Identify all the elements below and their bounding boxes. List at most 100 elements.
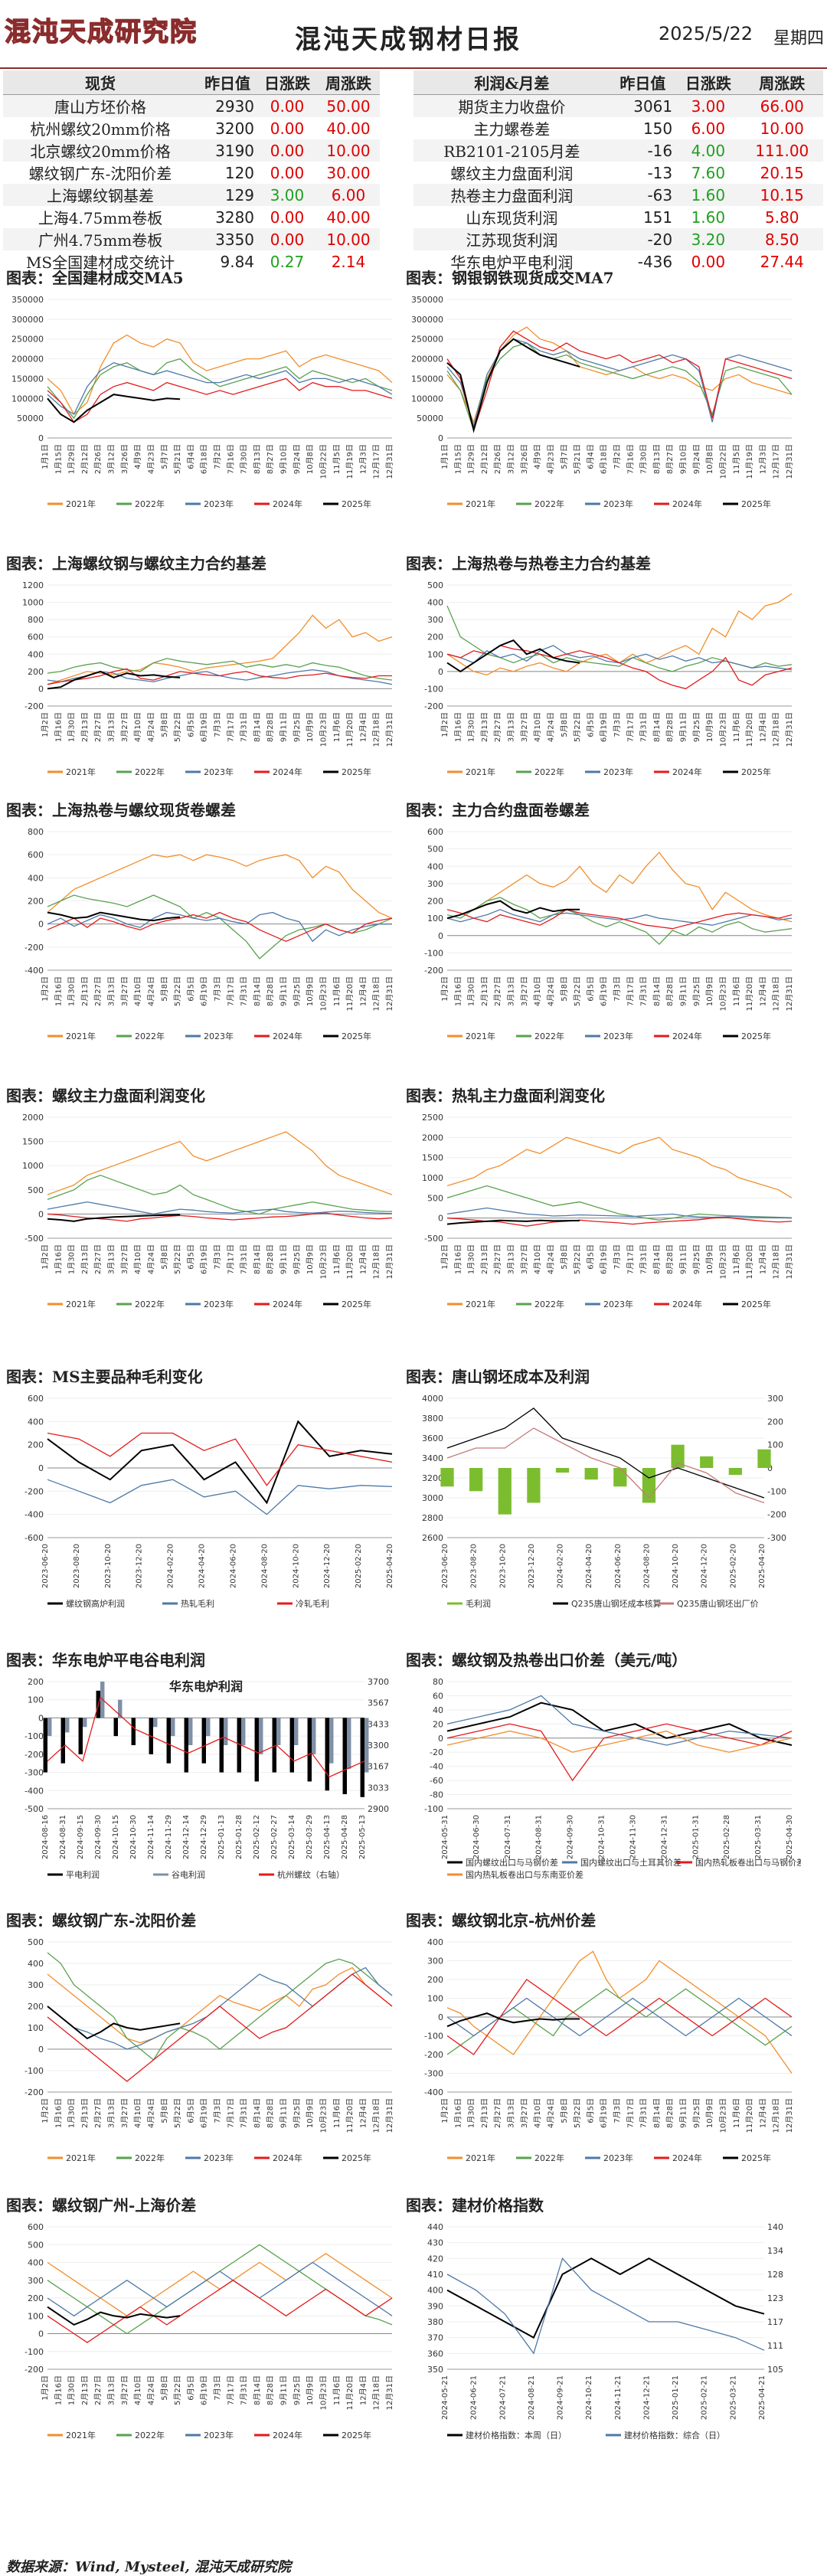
daily-change: 3.00 <box>675 94 741 117</box>
bar-mark <box>469 1468 483 1492</box>
x-tick-label: 11月5日 <box>732 444 741 474</box>
legend-label: 2023年 <box>204 499 234 509</box>
x-tick-label: 3月27日 <box>120 2375 129 2405</box>
chart-svg: 260028003000320034003600380040002023-06-… <box>422 1394 786 1609</box>
y-tick-label: 300000 <box>411 315 443 325</box>
x-tick-label: 12月18日 <box>372 712 381 747</box>
chart-svg: -500 0 500 1000 1500 2000 2500 1月2日 1月16日 1月30日 2月… <box>422 1113 794 1309</box>
series-line <box>446 342 793 432</box>
y-tick-label: 80 <box>433 1677 443 1687</box>
x-tick-label: 10月23日 <box>319 712 328 747</box>
legend-label: 2023年 <box>204 767 234 777</box>
chart-svg: -400 -300 -200 -100 0 100 200 300 400 1月2日 1月16日 1月… <box>424 1937 794 2163</box>
series-line <box>47 1966 393 2050</box>
y-tick-label: -200 <box>25 1486 44 1496</box>
chart-title: 图表：螺纹钢及热卷出口价差（美元/吨） <box>406 1651 688 1669</box>
x-tick-label: 3月12日 <box>507 444 516 474</box>
y2-tick-label: 0 <box>767 1463 773 1473</box>
x-tick-label: 9月10日 <box>679 444 688 474</box>
x-tick-label: 1月16日 <box>453 976 463 1006</box>
x-tick-label: 1月2日 <box>41 976 50 1002</box>
legend-label: 冷轧毛利 <box>296 1598 329 1609</box>
x-tick-label: 6月19日 <box>600 976 609 1006</box>
x-tick-label: 5月21日 <box>173 444 182 474</box>
y2-tick-label: 2900 <box>368 1804 389 1814</box>
chart-panel: 图表：MS主要品种毛利变化 -600 -400 -200 0 200 400 600 2023-… <box>3 1363 401 1623</box>
chart-svg: 0 50000 100000 150000 200000 250000 300000 3500… <box>411 295 794 509</box>
table-header-2: 日涨跌 <box>675 70 741 95</box>
x-tick-label: 2月13日 <box>80 2375 90 2405</box>
x-tick-label: 2024-08-31 <box>535 1815 544 1859</box>
y2-tick-label: 3567 <box>368 1698 389 1708</box>
chart-svg: -200 -100 0 100 200 300 400 500 1月2日 1月16日 1月30日 2月… <box>424 580 794 777</box>
x-tick-label: 7月30日 <box>639 444 649 474</box>
weekly-change: 6.00 <box>316 184 380 206</box>
series-line <box>47 2280 393 2343</box>
daily-change: 0.00 <box>257 228 317 250</box>
x-tick-label: 12月18日 <box>372 2375 381 2410</box>
legend-label: 2023年 <box>603 1299 633 1309</box>
x-tick-label: 12月31日 <box>785 2098 794 2133</box>
x-tick-label: 2025-02-12 <box>253 1815 261 1859</box>
y-tick-label: 0 <box>438 667 443 677</box>
x-tick-label: 1月16日 <box>453 1244 463 1274</box>
y-tick-label: -80 <box>430 1790 443 1800</box>
x-tick-label: 8月14日 <box>253 976 262 1006</box>
x-tick-label: 9月11日 <box>679 976 688 1006</box>
x-tick-label: 2月27日 <box>93 712 103 742</box>
x-tick-label: 6月5日 <box>186 976 195 1002</box>
yesterday-value: 3280 <box>215 208 255 227</box>
x-tick-label: 11月20日 <box>745 1244 754 1279</box>
table-row: 广州4.75mm卷板 3350 0.00 10.00 <box>3 228 380 250</box>
x-tick-label: 2024-10-31 <box>598 1815 606 1859</box>
y-tick-label: 2000 <box>22 1113 44 1123</box>
x-tick-label: 2024-12-20 <box>701 1544 709 1588</box>
x-tick-label: 10月9日 <box>705 976 714 1006</box>
weekly-change: 20.15 <box>760 163 804 182</box>
legend-label: 2022年 <box>534 499 564 509</box>
weekly-change: 111.00 <box>740 139 823 162</box>
x-tick-label: 12月4日 <box>358 2375 368 2405</box>
y-tick-label: 2600 <box>422 1533 443 1543</box>
chart-legend: 2021年 2022年 2023年 2024年 2025年 <box>447 499 771 509</box>
chart-svg: 350 360 370 380 390 400 410 420 430 440 2024-05-21… <box>427 2222 783 2440</box>
x-tick-label: 6月5日 <box>586 976 595 1002</box>
x-tick-label: 7月17日 <box>626 712 635 742</box>
series-line <box>446 645 793 690</box>
x-tick-label: 12月3日 <box>358 444 368 474</box>
x-tick-label: 7月31日 <box>639 2098 649 2128</box>
yesterday-value: 120 <box>224 163 255 182</box>
y-tick-label: 4000 <box>422 1394 443 1404</box>
series-line <box>446 1407 765 1499</box>
weekly-change: 66.00 <box>740 94 823 117</box>
x-tick-label: 10月22日 <box>718 444 727 479</box>
legend-label: Q235唐山钢坯成本核算 <box>571 1598 662 1609</box>
chart-title: 图表：上海螺纹钢与螺纹主力合约基差 <box>6 554 266 573</box>
x-tick-label: 9月25日 <box>293 2098 302 2128</box>
y-tick-label: 410 <box>427 2270 443 2280</box>
x-tick-label: 7月16日 <box>626 444 635 474</box>
series-line <box>47 1966 393 2044</box>
x-tick-label: 3月13日 <box>107 2375 116 2405</box>
x-tick-label: 8月14日 <box>253 1244 262 1274</box>
legend-label: 2025年 <box>741 767 771 777</box>
x-tick-label: 11月20日 <box>745 712 754 747</box>
table-row: 山东现货利润 151 1.60 5.80 <box>414 206 823 228</box>
x-tick-label: 7月31日 <box>639 712 649 742</box>
x-tick-label: 11月6日 <box>332 1244 342 1274</box>
x-tick-label: 4月10日 <box>133 712 142 742</box>
x-tick-label: 9月25日 <box>293 2375 302 2405</box>
legend-label: 2024年 <box>273 1299 302 1309</box>
x-tick-label: 12月18日 <box>372 1244 381 1279</box>
table-header-0: 现货 <box>3 70 198 95</box>
y-tick-label: 0 <box>438 1214 443 1224</box>
x-tick-label: 2024-10-21 <box>585 2375 593 2420</box>
x-tick-label: 4月24日 <box>146 2375 155 2405</box>
table-header-3: 周涨跌 <box>316 70 380 95</box>
bar-mark <box>757 1449 771 1468</box>
legend-label: 国内热轧板卷出口与马钢价差 <box>695 1857 801 1868</box>
series-line <box>446 1216 793 1227</box>
row-label: 上海螺纹钢基差 <box>3 184 198 206</box>
table-row: 北京螺纹20mm价格 3190 0.00 10.00 <box>3 139 380 162</box>
x-tick-label: 2024-07-21 <box>498 2375 507 2420</box>
